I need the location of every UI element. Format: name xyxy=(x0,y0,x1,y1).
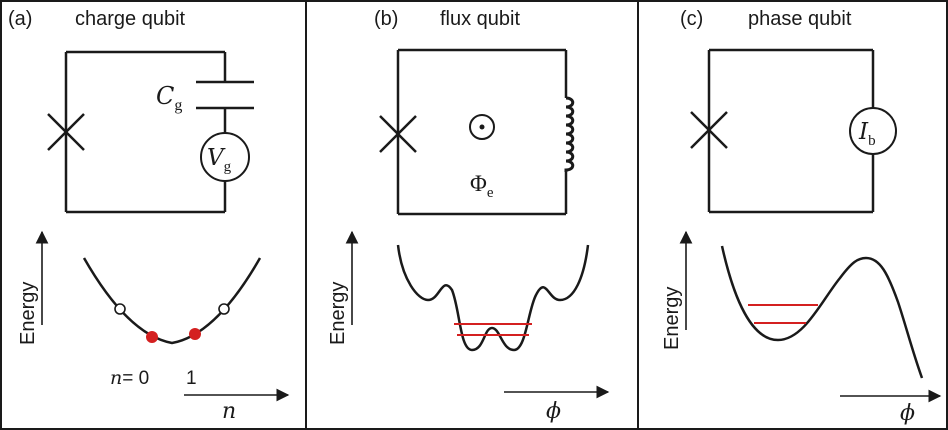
inductor-coil-icon xyxy=(564,96,575,172)
energy-axis-label: Energy xyxy=(327,282,349,345)
current-source-icon xyxy=(849,107,897,155)
energy-axis-label: Energy xyxy=(661,287,683,350)
voltage-source-icon xyxy=(200,132,250,182)
qubit-state-dot-1 xyxy=(189,328,201,340)
flux-circuit xyxy=(396,48,568,216)
washboard-potential xyxy=(720,245,924,379)
panel-a-label: (a) xyxy=(8,8,32,30)
phi-axis-label: ϕ xyxy=(900,401,915,426)
josephson-junction-icon xyxy=(47,113,85,151)
voltage-source-label: Vg xyxy=(207,145,232,175)
panel-flux-qubit: (b) flux qubit Φe Energy ϕ xyxy=(327,8,610,424)
double-well-potential xyxy=(396,244,590,352)
excited-state-dot-left xyxy=(114,303,126,315)
external-flux-label: Φe xyxy=(470,171,494,201)
phase-circuit xyxy=(707,48,875,214)
n-axis-label: n xyxy=(222,399,236,424)
energy-axis-label: Energy xyxy=(17,282,39,345)
panel-b-title: flux qubit xyxy=(440,8,520,30)
excited-state-dot-right xyxy=(218,303,230,315)
n-state-one-label: 1 xyxy=(186,368,197,389)
josephson-junction-icon xyxy=(379,115,417,153)
capacitor-label: Cg xyxy=(156,82,182,114)
charge-circuit xyxy=(64,50,227,214)
panel-b-label: (b) xyxy=(374,8,398,30)
panel-phase-qubit: (c) phase qubit Ib Energy ϕ xyxy=(661,8,942,426)
qubit-state-dot-0 xyxy=(146,331,158,343)
josephson-junction-icon xyxy=(690,111,728,149)
panel-c-label: (c) xyxy=(680,8,703,30)
panel-a-title: charge qubit xyxy=(75,8,186,30)
phi-axis-label: ϕ xyxy=(546,399,561,424)
flux-symbol-icon xyxy=(469,114,495,140)
current-source-label: Ib xyxy=(858,119,876,149)
charge-energy-parabola xyxy=(82,257,262,345)
panel-charge-qubit: (a) charge qubit Cg Vg Energy xyxy=(8,8,290,424)
panel-c-title: phase qubit xyxy=(748,8,852,30)
flux-symbol-dot xyxy=(479,124,485,130)
n-state-label: n= 0 xyxy=(110,367,149,389)
capacitor-icon xyxy=(196,80,254,110)
